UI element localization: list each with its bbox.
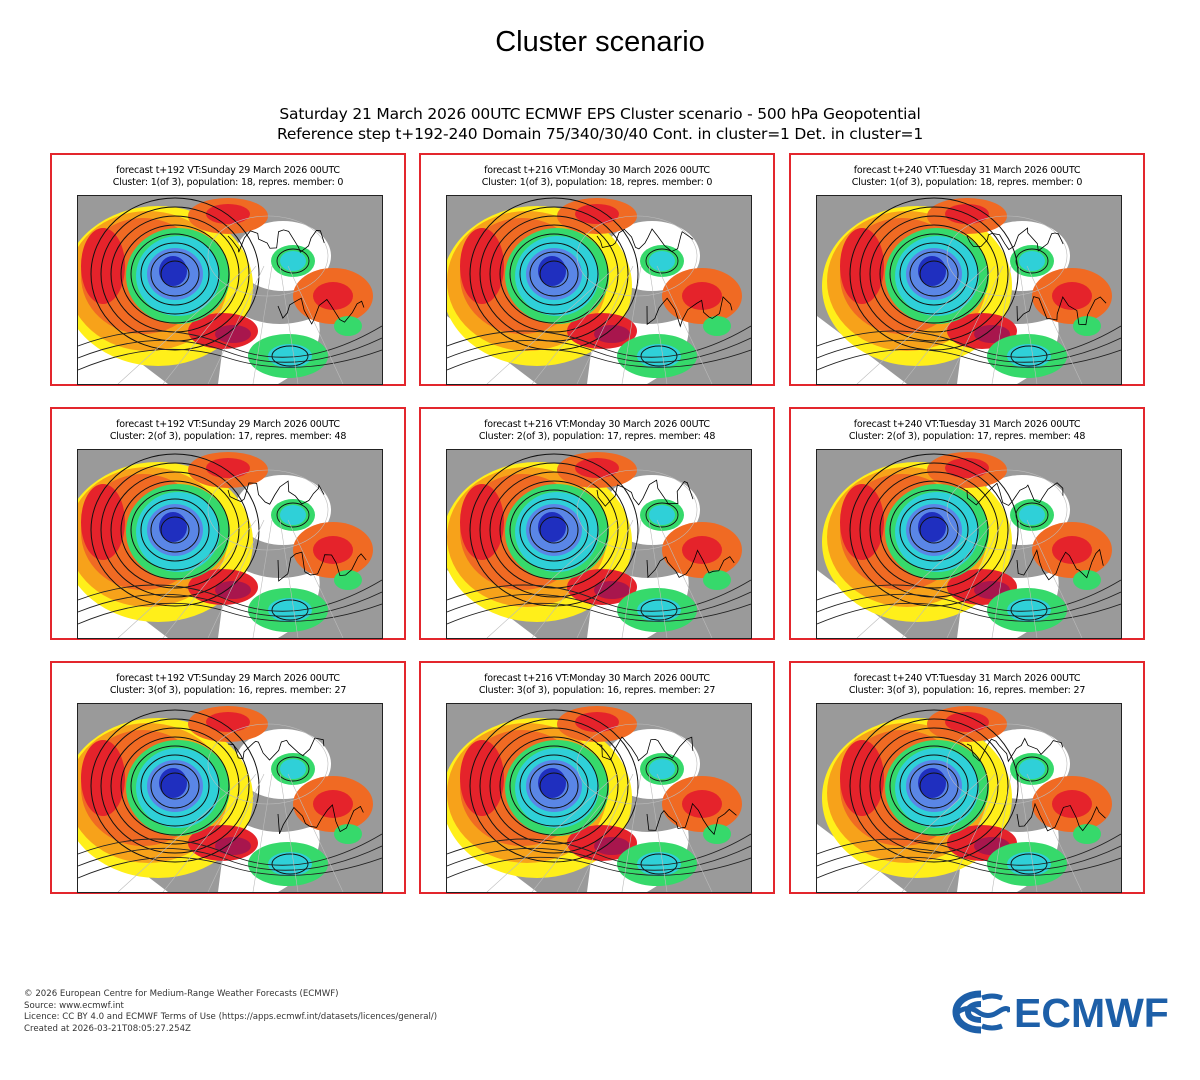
footer-created: Created at 2026-03-21T08:05:27.254Z (24, 1023, 191, 1034)
panel-caption: forecast t+192 VT:Sunday 29 March 2026 0… (52, 673, 404, 697)
footer-copyright: © 2026 European Centre for Medium-Range … (24, 989, 339, 999)
panel-cluster-line: Cluster: 3(of 3), population: 16, repres… (109, 685, 347, 696)
panel-caption: forecast t+216 VT:Monday 30 March 2026 0… (421, 419, 773, 443)
forecast-panel[interactable]: forecast t+216 VT:Monday 30 March 2026 0… (419, 661, 775, 894)
ecmwf-logo-mark-icon (952, 990, 1010, 1034)
panel-forecast-line: forecast t+192 VT:Sunday 29 March 2026 0… (116, 165, 340, 176)
panel-cluster-line: Cluster: 1(of 3), population: 18, repres… (481, 177, 713, 188)
panel-forecast-line: forecast t+216 VT:Monday 30 March 2026 0… (484, 673, 710, 684)
geopotential-map (816, 703, 1122, 893)
geopotential-map (77, 703, 383, 893)
panel-cluster-line: Cluster: 1(of 3), population: 18, repres… (112, 177, 344, 188)
panel-caption: forecast t+240 VT:Tuesday 31 March 2026 … (791, 419, 1143, 443)
panel-cluster-line: Cluster: 3(of 3), population: 16, repres… (848, 685, 1086, 696)
header-line-1: Saturday 21 March 2026 00UTC ECMWF EPS C… (279, 105, 921, 123)
panel-forecast-line: forecast t+192 VT:Sunday 29 March 2026 0… (116, 419, 340, 430)
forecast-panel[interactable]: forecast t+192 VT:Sunday 29 March 2026 0… (50, 407, 406, 640)
geopotential-map (77, 195, 383, 385)
panel-caption: forecast t+240 VT:Tuesday 31 March 2026 … (791, 673, 1143, 697)
panel-caption: forecast t+216 VT:Monday 30 March 2026 0… (421, 165, 773, 189)
panel-cluster-line: Cluster: 2(of 3), population: 17, repres… (478, 431, 716, 442)
panel-forecast-line: forecast t+192 VT:Sunday 29 March 2026 0… (116, 673, 340, 684)
panel-caption: forecast t+216 VT:Monday 30 March 2026 0… (421, 673, 773, 697)
panel-forecast-line: forecast t+240 VT:Tuesday 31 March 2026 … (853, 673, 1081, 684)
geopotential-map (446, 449, 752, 639)
page-title: Cluster scenario (495, 26, 705, 58)
panel-forecast-line: forecast t+240 VT:Tuesday 31 March 2026 … (853, 165, 1081, 176)
panel-caption: forecast t+240 VT:Tuesday 31 March 2026 … (791, 165, 1143, 189)
panel-cluster-line: Cluster: 2(of 3), population: 17, repres… (109, 431, 347, 442)
footer-licence: Licence: CC BY 4.0 and ECMWF Terms of Us… (24, 1012, 438, 1023)
forecast-panel[interactable]: forecast t+240 VT:Tuesday 31 March 2026 … (789, 407, 1145, 640)
chart-header: Saturday 21 March 2026 00UTC ECMWF EPS C… (0, 104, 1200, 144)
panel-cluster-line: Cluster: 2(of 3), population: 17, repres… (848, 431, 1086, 442)
forecast-panel[interactable]: forecast t+192 VT:Sunday 29 March 2026 0… (50, 661, 406, 894)
forecast-panel[interactable]: forecast t+240 VT:Tuesday 31 March 2026 … (789, 661, 1145, 894)
panel-forecast-line: forecast t+216 VT:Monday 30 March 2026 0… (484, 419, 710, 430)
panel-caption: forecast t+192 VT:Sunday 29 March 2026 0… (52, 419, 404, 443)
ecmwf-logo: ECMWF (952, 990, 1182, 1036)
forecast-panel[interactable]: forecast t+240 VT:Tuesday 31 March 2026 … (789, 153, 1145, 386)
forecast-panel[interactable]: forecast t+192 VT:Sunday 29 March 2026 0… (50, 153, 406, 386)
geopotential-map (816, 449, 1122, 639)
panel-cluster-line: Cluster: 3(of 3), population: 16, repres… (478, 685, 716, 696)
panel-caption: forecast t+192 VT:Sunday 29 March 2026 0… (52, 165, 404, 189)
panel-forecast-line: forecast t+216 VT:Monday 30 March 2026 0… (484, 165, 710, 176)
forecast-panel[interactable]: forecast t+216 VT:Monday 30 March 2026 0… (419, 407, 775, 640)
header-line-2: Reference step t+192-240 Domain 75/340/3… (276, 125, 924, 143)
geopotential-map (816, 195, 1122, 385)
geopotential-map (446, 195, 752, 385)
forecast-panel[interactable]: forecast t+216 VT:Monday 30 March 2026 0… (419, 153, 775, 386)
footer-source: Source: www.ecmwf.int (24, 1000, 124, 1011)
ecmwf-logo-text: ECMWF (1014, 990, 1169, 1036)
panel-forecast-line: forecast t+240 VT:Tuesday 31 March 2026 … (853, 419, 1081, 430)
copyright-footer: © 2026 European Centre for Medium-Range … (24, 989, 437, 1035)
geopotential-map (77, 449, 383, 639)
geopotential-map (446, 703, 752, 893)
panel-cluster-line: Cluster: 1(of 3), population: 18, repres… (851, 177, 1083, 188)
